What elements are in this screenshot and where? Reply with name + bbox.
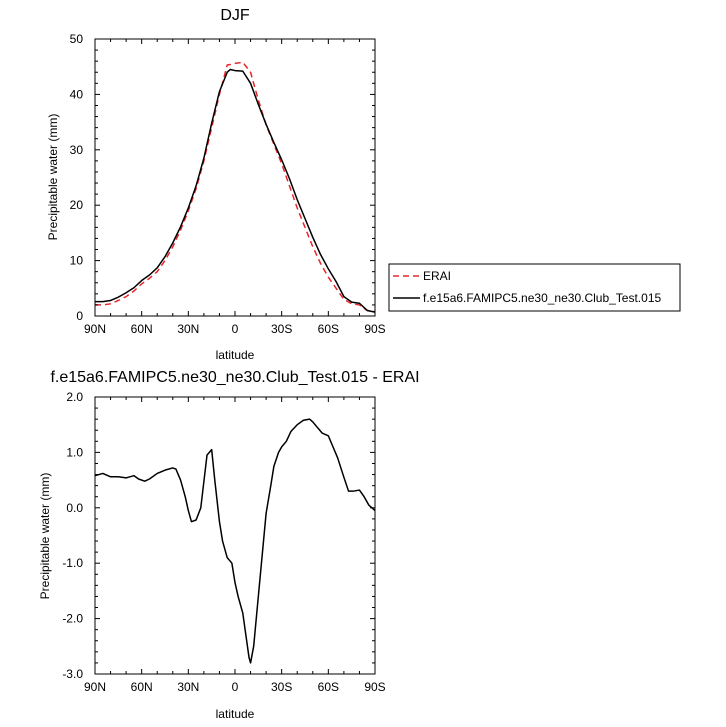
bottom-y-tick-label: 2.0 bbox=[66, 390, 83, 404]
bottom-plot-frame bbox=[94, 396, 376, 675]
top-y-tick-label: 0 bbox=[76, 309, 83, 323]
bottom-x-tick-label: 0 bbox=[232, 680, 239, 694]
top-axis-ticks: 90N 60N 30N 0 30S 60S 90S 0 10 20 30 40 50 bbox=[70, 32, 386, 336]
top-x-axis-title: latitude bbox=[216, 348, 255, 362]
top-x-tick-label: 60S bbox=[318, 322, 339, 336]
top-y-tick-label: 30 bbox=[70, 143, 84, 157]
top-series-line-1 bbox=[95, 68, 376, 313]
top-x-tick-label: 0 bbox=[232, 322, 239, 336]
legend-label-model: f.e15a6.FAMIPC5.ne30_ne30.Club_Test.015 bbox=[423, 291, 661, 305]
bottom-panel: f.e15a6.FAMIPC5.ne30_ne30.Club_Test.015 … bbox=[38, 369, 420, 721]
top-y-tick-label: 40 bbox=[70, 87, 84, 101]
top-chart-title: DJF bbox=[220, 7, 250, 24]
bottom-x-axis-title: latitude bbox=[216, 707, 255, 721]
bottom-x-tick-label: 60S bbox=[318, 680, 339, 694]
top-x-tick-label: 90S bbox=[364, 322, 385, 336]
top-y-axis-title: Precipitable water (mm) bbox=[46, 114, 60, 241]
legend: ERAI f.e15a6.FAMIPC5.ne30_ne30.Club_Test… bbox=[388, 263, 681, 312]
bottom-plot-curves bbox=[94, 418, 376, 664]
bottom-y-tick-label: -1.0 bbox=[62, 556, 83, 570]
bottom-x-tick-label: 90S bbox=[364, 680, 385, 694]
bottom-series-line-0 bbox=[94, 418, 376, 664]
bottom-x-tick-label: 30N bbox=[177, 680, 199, 694]
bottom-axis-ticks: 90N 60N 30N 0 30S 60S 90S 2.0 1.0 0.0 -1.0 -2.0 -3.0 bbox=[62, 390, 385, 694]
bottom-y-tick-label: -3.0 bbox=[62, 667, 83, 681]
top-y-tick-label: 10 bbox=[70, 254, 84, 268]
bottom-x-tick-label: 90N bbox=[84, 680, 106, 694]
legend-label-erai: ERAI bbox=[423, 269, 451, 283]
top-x-tick-label: 90N bbox=[84, 322, 106, 336]
bottom-x-tick-label: 30S bbox=[271, 680, 292, 694]
top-x-tick-label: 60N bbox=[131, 322, 153, 336]
bottom-chart-title: f.e15a6.FAMIPC5.ne30_ne30.Club_Test.015 … bbox=[50, 369, 419, 386]
bottom-y-tick-label: -2.0 bbox=[62, 612, 83, 626]
top-y-tick-label: 50 bbox=[70, 32, 84, 46]
top-plot-frame bbox=[94, 38, 376, 317]
top-plot-curves bbox=[95, 61, 376, 313]
top-series-line-0 bbox=[95, 61, 376, 313]
top-x-tick-label: 30S bbox=[271, 322, 292, 336]
top-x-tick-label: 30N bbox=[177, 322, 199, 336]
legend-box bbox=[388, 263, 681, 312]
bottom-x-tick-label: 60N bbox=[131, 680, 153, 694]
bottom-y-tick-label: 1.0 bbox=[66, 445, 83, 459]
bottom-y-axis-title: Precipitable water (mm) bbox=[38, 473, 52, 600]
top-panel: DJF 90N 60N 30N 0 30S 60S 90S 0 10 20 30 40 50 latit… bbox=[46, 7, 681, 362]
bottom-y-tick-label: 0.0 bbox=[66, 501, 83, 515]
top-y-tick-label: 20 bbox=[70, 198, 84, 212]
